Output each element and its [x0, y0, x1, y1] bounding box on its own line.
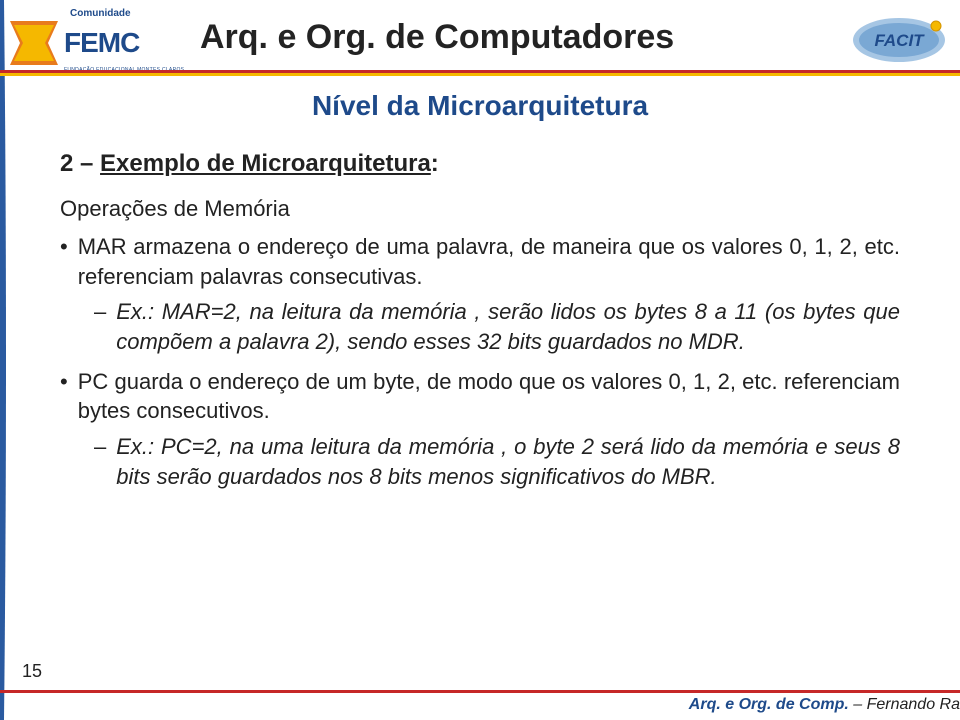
sub-bullet-dash-icon: –: [94, 297, 106, 356]
bullet-1: • MAR armazena o endereço de uma palavra…: [60, 232, 900, 291]
bullet-dot-icon: •: [60, 232, 68, 291]
sub-bullet-2-text: Ex.: PC=2, na uma leitura da memória , o…: [116, 432, 900, 491]
section-label: Exemplo de Microarquitetura: [100, 150, 431, 177]
footer-author: – Fernando Ra: [853, 696, 960, 713]
header-divider-yellow: [0, 73, 960, 76]
logo-facit: FACIT: [852, 16, 946, 64]
logo-comunidade-label: Comunidade: [10, 8, 190, 19]
section-heading: 2 – Exemplo de Microarquitetura:: [60, 150, 900, 178]
logo-femc-icon: [10, 21, 58, 65]
sub-bullet-1: – Ex.: MAR=2, na leitura da memória , se…: [94, 297, 900, 356]
page-number: 15: [22, 661, 42, 682]
footer: Arq. e Org. de Comp. – Fernando Ra: [0, 690, 960, 720]
bullet-2: • PC guarda o endereço de um byte, de mo…: [60, 367, 900, 426]
bullet-dot-icon: •: [60, 367, 68, 426]
sub-bullet-2: – Ex.: PC=2, na uma leitura da memória ,…: [94, 432, 900, 491]
sub-bullet-1-text: Ex.: MAR=2, na leitura da memória , serã…: [116, 297, 900, 356]
logo-femc: Comunidade FEMC FUNDAÇÃO EDUCACIONAL MON…: [10, 8, 190, 68]
footer-divider-red: [0, 690, 960, 693]
footer-prefix: Arq. e Org. de Comp.: [689, 696, 849, 713]
section-number: 2: [60, 150, 73, 177]
bullet-2-text: PC guarda o endereço de um byte, de modo…: [78, 367, 900, 426]
subtitle: Nível da Microarquitetura: [0, 90, 960, 122]
subheading: Operações de Memória: [60, 196, 900, 222]
bullet-1-text: MAR armazena o endereço de uma palavra, …: [78, 232, 900, 291]
footer-text: Arq. e Org. de Comp. – Fernando Ra: [689, 696, 960, 714]
content: 2 – Exemplo de Microarquitetura: Operaçõ…: [60, 150, 900, 502]
slide: Comunidade FEMC FUNDAÇÃO EDUCACIONAL MON…: [0, 0, 960, 720]
logo-femc-text: FEMC: [64, 29, 139, 57]
sub-bullet-dash-icon: –: [94, 432, 106, 491]
logo-femc-row: FEMC: [10, 21, 190, 65]
svg-text:FACIT: FACIT: [874, 31, 925, 50]
page-title: Arq. e Org. de Computadores: [200, 18, 674, 57]
